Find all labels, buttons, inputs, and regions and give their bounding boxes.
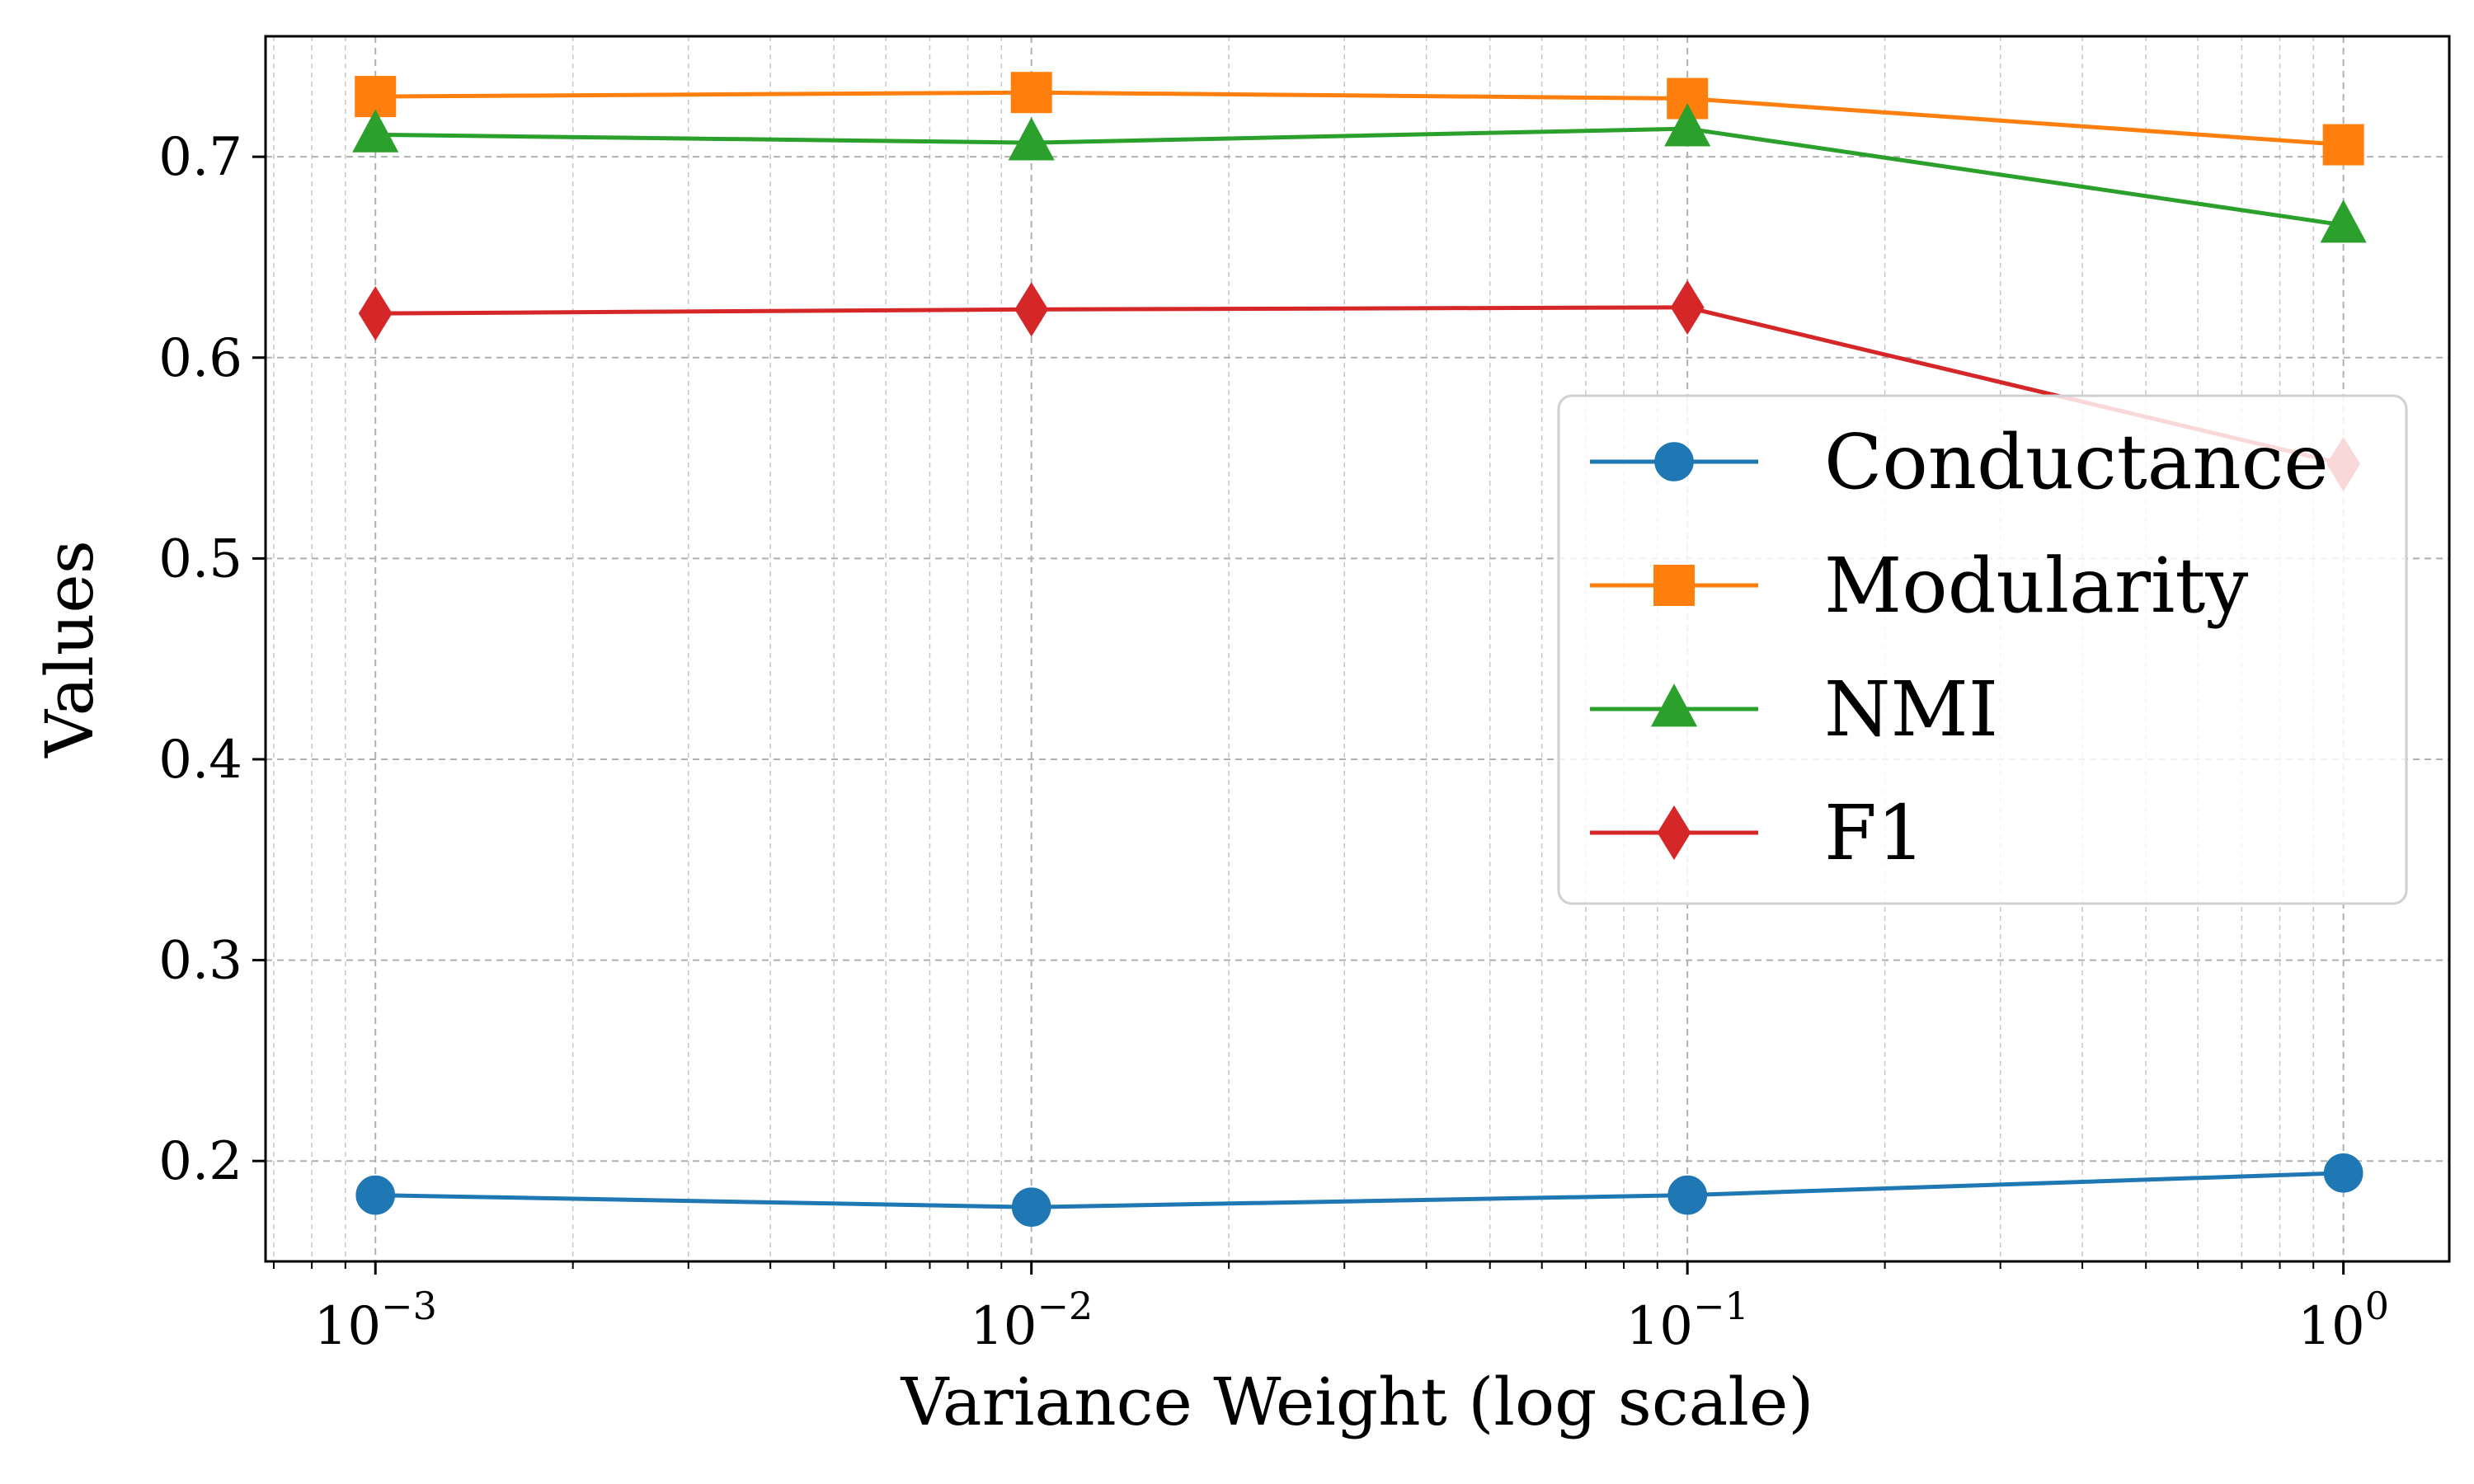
data-point: [1014, 282, 1049, 337]
data-point: [2323, 1153, 2363, 1193]
data-point: [1010, 72, 1052, 114]
series-line: [375, 1171, 2344, 1209]
data-point: [1670, 279, 1705, 335]
series-nmi: [352, 103, 2367, 243]
legend-marker: [1657, 805, 1691, 861]
legend-label: F1: [1824, 789, 1925, 877]
y-tick-label: 0.2: [158, 1131, 242, 1192]
data-point: [1667, 1175, 1707, 1215]
y-tick-label: 0.4: [158, 730, 242, 791]
y-tick-label: 0.3: [158, 931, 242, 992]
series-layer: [352, 72, 2367, 1228]
series-line: [375, 126, 2345, 228]
data-point: [1008, 117, 1055, 161]
legend-item: F1: [1590, 789, 1925, 877]
data-point: [355, 1175, 396, 1215]
plot-frame: [264, 35, 2451, 1263]
y-axis-ticks: 0.2 0.3 0.4 0.5 0.6 0.7: [158, 127, 266, 1192]
data-point: [352, 109, 399, 153]
series-line: [375, 90, 2344, 148]
legend-marker: [1653, 565, 1695, 606]
data-point: [2322, 124, 2364, 166]
y-axis-title: Values: [31, 540, 108, 758]
legend-label: NMI: [1824, 665, 1998, 754]
x-axis-title: Variance Weight (log scale): [901, 1364, 1814, 1440]
legend: Conductance Modularity NMI F1: [1557, 394, 2408, 905]
legend-box: [1557, 394, 2408, 905]
legend-marker: [1654, 442, 1694, 481]
y-tick-label: 0.6: [158, 328, 242, 389]
legend-label: Modularity: [1824, 542, 2248, 630]
data-point: [355, 76, 397, 118]
data-point: [1011, 1187, 1051, 1228]
data-point: [2320, 200, 2367, 243]
x-axis-ticks: 10−3 10−2 10−1 100: [314, 1261, 2389, 1357]
x-tick-label: 10−2: [970, 1284, 1093, 1357]
legend-marker: [1650, 683, 1698, 727]
series-line: [375, 305, 2345, 467]
series-conductance: [355, 1153, 2363, 1228]
y-tick-label: 0.5: [158, 528, 242, 589]
data-point: [1664, 103, 1711, 147]
legend-item: Modularity: [1590, 542, 2248, 630]
x-tick-label: 10−1: [1626, 1284, 1749, 1357]
legend-item: Conductance: [1590, 418, 2329, 506]
x-tick-label: 100: [2298, 1284, 2389, 1357]
legend-label: Conductance: [1824, 418, 2329, 506]
y-tick-label: 0.7: [158, 127, 242, 188]
x-tick-label: 10−3: [314, 1284, 437, 1357]
legend-item: NMI: [1590, 665, 1998, 754]
data-point: [358, 286, 393, 341]
